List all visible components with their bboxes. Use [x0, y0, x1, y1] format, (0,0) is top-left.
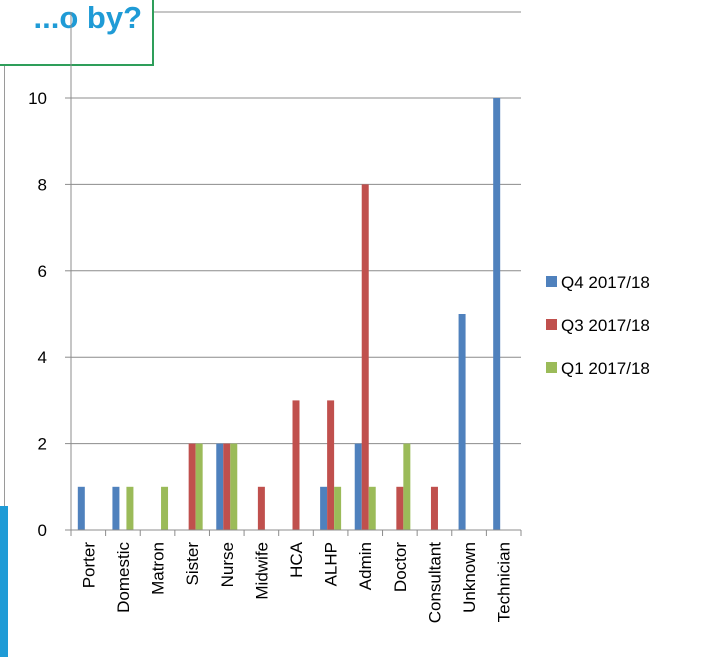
x-tick-label-technician: Technician	[495, 542, 514, 622]
bar-doctor-s1	[396, 486, 404, 530]
bar-admin-s2	[368, 486, 376, 530]
bar-alhp-s1	[327, 400, 335, 530]
x-tick-label-domestic: Domestic	[114, 542, 133, 613]
x-tick-label-hca: HCA	[287, 541, 306, 578]
y-tick-label-10: 10	[28, 89, 47, 108]
chart-title: ...o by?	[33, 0, 143, 35]
bars	[77, 98, 501, 530]
x-tick-label-unknown: Unknown	[460, 542, 479, 613]
legend-label-0: Q4 2017/18	[561, 273, 650, 292]
legend: Q4 2017/18 Q3 2017/18 Q1 2017/18	[546, 273, 650, 378]
y-tick-label-8: 8	[38, 175, 47, 194]
bar-admin-s0	[354, 443, 362, 530]
bar-unknown-s0	[458, 314, 466, 530]
bar-porter-s0	[77, 486, 85, 530]
y-tick-label-4: 4	[38, 348, 47, 367]
x-tick-label-matron: Matron	[149, 542, 168, 595]
bar-nurse-s2	[230, 443, 238, 530]
bar-sister-s1	[188, 443, 196, 530]
title-box: ...o by?	[0, 0, 154, 66]
y-tick-label-0: 0	[38, 521, 47, 540]
legend-swatch-0	[546, 276, 557, 287]
x-tick-label-alhp: ALHP	[322, 542, 341, 586]
bar-consultant-s1	[430, 486, 438, 530]
x-tick-label-nurse: Nurse	[218, 542, 237, 587]
bar-nurse-s1	[223, 443, 231, 530]
bar-sister-s2	[195, 443, 203, 530]
x-tick-labels: Porter Domestic Matron Sister Nurse Midwife HC…	[79, 541, 513, 623]
y-tick-label-6: 6	[38, 262, 47, 281]
bar-domestic-s2	[126, 486, 134, 530]
bar-midwife-s1	[257, 486, 265, 530]
y-tick-label-2: 2	[38, 435, 47, 454]
bar-alhp-s2	[334, 486, 342, 530]
bar-technician-s0	[493, 98, 501, 530]
left-accent-bar	[0, 506, 8, 657]
left-border-line	[4, 66, 5, 506]
bar-alhp-s0	[320, 486, 328, 530]
legend-swatch-1	[546, 319, 557, 330]
x-tick-label-midwife: Midwife	[252, 542, 271, 600]
x-tick-label-sister: Sister	[183, 542, 202, 586]
legend-swatch-2	[546, 362, 557, 373]
bar-doctor-s2	[403, 443, 411, 530]
gridlines	[71, 11, 521, 445]
bar-admin-s1	[361, 184, 369, 530]
x-tick-label-consultant: Consultant	[425, 542, 444, 624]
x-tick-label-porter: Porter	[79, 542, 98, 589]
bar-domestic-s0	[112, 486, 120, 530]
bar-hca-s1	[292, 400, 300, 530]
legend-label-1: Q3 2017/18	[561, 316, 650, 335]
bar-matron-s2	[161, 486, 169, 530]
bar-nurse-s0	[216, 443, 224, 530]
x-tick-label-doctor: Doctor	[391, 542, 410, 592]
x-tick-label-admin: Admin	[356, 542, 375, 590]
axes	[65, 12, 522, 536]
y-tick-labels: 0 2 4 6 8 10	[28, 89, 47, 540]
legend-label-2: Q1 2017/18	[561, 359, 650, 378]
